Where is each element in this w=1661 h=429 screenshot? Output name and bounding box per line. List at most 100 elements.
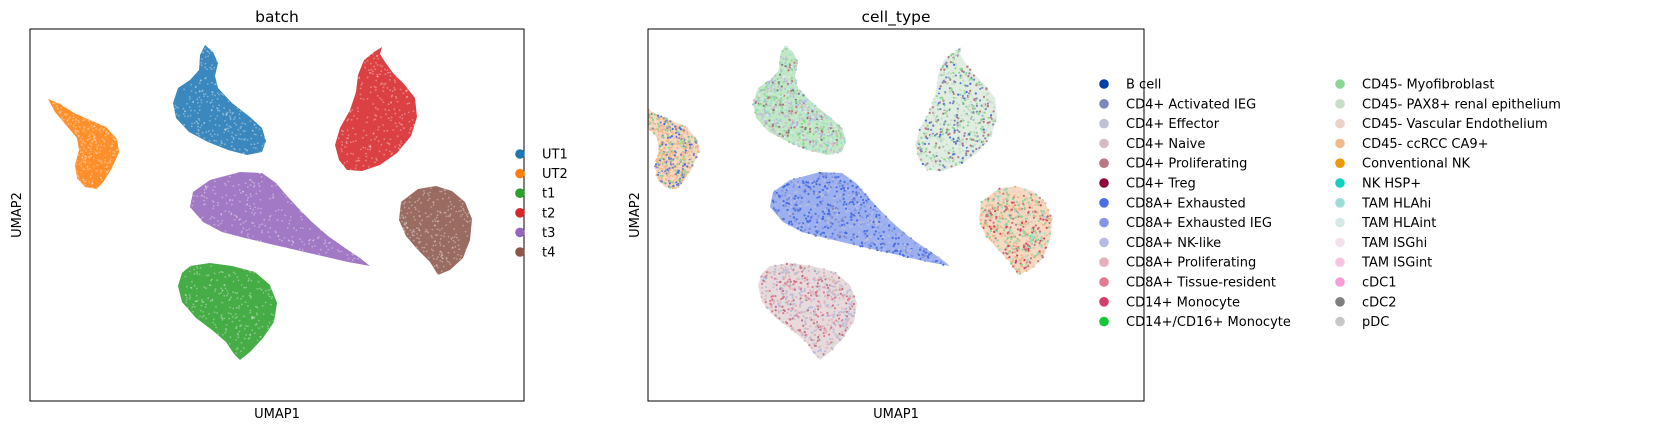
point-cell xyxy=(812,278,815,281)
point-t4 xyxy=(428,215,430,218)
point-cell xyxy=(1038,244,1041,247)
point-t3 xyxy=(248,179,251,182)
point-t1 xyxy=(223,284,226,287)
point-t4 xyxy=(402,217,405,220)
point-cell xyxy=(933,158,936,161)
point-t3 xyxy=(351,253,354,256)
point-t3 xyxy=(318,253,321,256)
point-t1 xyxy=(228,299,231,302)
point-t3 xyxy=(267,231,270,234)
point-cell xyxy=(860,226,863,229)
point-cell xyxy=(906,249,909,252)
point-cell xyxy=(996,224,999,227)
point-t1 xyxy=(268,295,271,298)
point-ut1 xyxy=(207,55,210,57)
point-cell xyxy=(952,75,955,78)
point-cell xyxy=(850,225,853,229)
cluster-ut2 xyxy=(48,99,119,189)
point-t2 xyxy=(346,160,349,163)
point-ut2 xyxy=(96,146,99,148)
point-cell xyxy=(644,114,646,116)
point-cell xyxy=(827,183,831,186)
point-cell xyxy=(1012,235,1016,238)
point-t3 xyxy=(286,226,289,229)
point-cell xyxy=(767,92,771,95)
point-t4 xyxy=(433,265,436,268)
point-cell xyxy=(935,151,938,154)
point-t3 xyxy=(250,195,252,198)
point-t1 xyxy=(225,327,227,330)
point-cell xyxy=(785,99,788,102)
point-cell xyxy=(930,258,933,261)
point-t1 xyxy=(269,286,272,288)
point-ut1 xyxy=(211,129,214,132)
point-cell xyxy=(836,200,839,204)
point-t1 xyxy=(195,294,198,297)
point-cell xyxy=(779,87,782,90)
point-ut2 xyxy=(84,118,87,121)
point-ut2 xyxy=(76,160,79,162)
point-cell xyxy=(804,145,807,149)
point-cell xyxy=(819,140,822,143)
point-cell xyxy=(974,135,977,138)
point-t2 xyxy=(376,159,378,162)
point-cell xyxy=(855,207,858,210)
point-cell xyxy=(790,76,793,79)
point-cell xyxy=(812,133,815,136)
point-cell xyxy=(663,181,666,184)
point-cell xyxy=(794,79,798,82)
point-ut1 xyxy=(218,124,221,127)
point-cell xyxy=(1010,208,1013,211)
point-cell xyxy=(1037,202,1040,205)
point-cell xyxy=(793,91,796,94)
point-cell xyxy=(1047,226,1050,229)
point-cell xyxy=(828,307,831,310)
point-cell xyxy=(954,81,957,84)
point-cell xyxy=(1019,215,1022,218)
point-t1 xyxy=(218,271,221,274)
point-t2 xyxy=(379,64,382,67)
point-cell xyxy=(954,74,957,77)
point-ut2 xyxy=(97,144,100,147)
point-t2 xyxy=(357,157,360,160)
point-t4 xyxy=(415,208,417,211)
point-cell xyxy=(801,108,804,112)
point-t2 xyxy=(344,146,347,148)
point-ut1 xyxy=(189,114,192,117)
point-t3 xyxy=(257,207,260,210)
point-cell xyxy=(922,151,926,154)
point-cell xyxy=(799,294,802,297)
point-cell xyxy=(690,145,694,148)
point-ut1 xyxy=(197,102,199,104)
point-cell xyxy=(818,285,822,288)
point-ut1 xyxy=(188,96,191,98)
point-t2 xyxy=(389,71,392,74)
point-cell xyxy=(949,61,952,64)
point-ut1 xyxy=(223,131,226,134)
point-cell xyxy=(829,134,832,137)
point-ut2 xyxy=(82,119,85,121)
point-cell xyxy=(818,175,821,178)
point-cell xyxy=(982,128,985,131)
point-cell xyxy=(1017,212,1021,216)
point-cell xyxy=(945,61,948,64)
point-cell xyxy=(686,147,689,150)
point-cell xyxy=(777,268,780,271)
point-ut2 xyxy=(75,132,78,135)
point-cell xyxy=(926,137,929,140)
point-cell xyxy=(1031,199,1034,202)
point-t1 xyxy=(231,320,234,323)
point-ut2 xyxy=(66,113,69,116)
point-cell xyxy=(793,126,796,129)
point-t1 xyxy=(272,320,275,322)
point-cell xyxy=(1027,197,1030,200)
point-cell xyxy=(952,67,956,70)
point-cell xyxy=(923,248,926,251)
point-cell xyxy=(1015,259,1018,262)
point-t2 xyxy=(365,155,368,158)
point-cell xyxy=(1009,216,1012,219)
point-cell xyxy=(1013,242,1016,245)
point-ut1 xyxy=(233,148,236,151)
point-cell xyxy=(948,160,951,163)
point-cell xyxy=(902,254,905,257)
